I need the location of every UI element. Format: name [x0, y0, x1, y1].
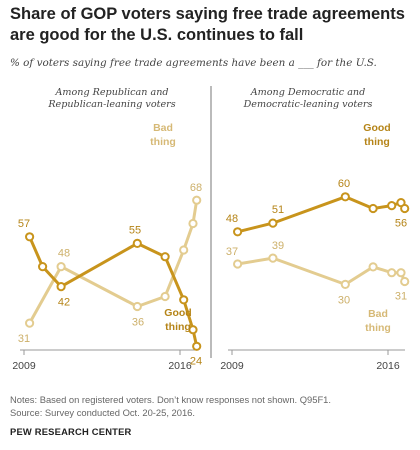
data-point-bad — [233, 259, 243, 269]
chart-notes: Notes: Based on registered voters. Don’t… — [10, 393, 415, 419]
data-label-good: 60 — [338, 178, 350, 190]
x-tick-label: 2009 — [220, 360, 244, 372]
data-label-good: 57 — [18, 218, 30, 230]
data-point-bad — [368, 262, 378, 272]
source-organization: PEW RESEARCH CENTER — [10, 426, 132, 437]
data-label-bad: 68 — [190, 182, 202, 194]
x-tick-label: 2016 — [376, 360, 400, 372]
data-label-good: 56 — [395, 217, 407, 229]
data-point-bad — [132, 301, 142, 312]
data-point-bad — [340, 279, 350, 289]
data-label-bad: 39 — [272, 240, 284, 252]
series-line-bad — [28, 198, 199, 325]
data-label-bad: 37 — [226, 246, 238, 258]
data-point-good — [368, 203, 378, 214]
data-point-good — [160, 252, 170, 262]
notes-line: Notes: Based on registered voters. Don’t… — [10, 394, 332, 405]
data-point-bad — [396, 268, 406, 278]
series-label-good: Good — [164, 307, 191, 319]
x-tick-label: 2009 — [12, 360, 36, 372]
data-label-good: 48 — [226, 213, 238, 225]
data-point-bad — [25, 318, 35, 328]
data-label-bad: 36 — [132, 316, 144, 328]
data-point-good — [132, 238, 142, 248]
chart-subtitle: % of voters saying free trade agreements… — [10, 57, 377, 69]
series-label-bad: Bad — [368, 308, 388, 320]
data-point-bad — [179, 245, 189, 255]
data-point-bad — [188, 218, 198, 229]
panel-title-line: Among Democratic and — [250, 87, 365, 98]
series-label-good: thing — [165, 321, 191, 333]
data-label-good: 51 — [272, 204, 284, 216]
data-label-bad: 48 — [58, 248, 70, 260]
panel-title-line: Among Republican and — [54, 87, 168, 98]
series-line-bad — [236, 256, 407, 286]
data-point-bad — [400, 276, 410, 287]
x-tick-label: 2016 — [168, 360, 192, 372]
data-point-good — [268, 218, 278, 228]
data-point-good — [340, 192, 350, 202]
data-point-good — [25, 232, 35, 242]
series-line-good — [236, 195, 407, 234]
data-label-good: 42 — [58, 297, 70, 309]
data-point-good — [192, 341, 202, 351]
series-label-bad: thing — [365, 322, 391, 334]
data-label-good: 55 — [129, 224, 141, 236]
source-line: Source: Survey conducted Oct. 20-25, 201… — [10, 407, 196, 418]
data-label-bad: 31 — [18, 333, 30, 345]
panel-title-line: Democratic-leaning voters — [243, 99, 373, 110]
data-point-good — [179, 295, 189, 305]
data-point-bad — [192, 195, 202, 205]
data-point-bad — [56, 262, 66, 272]
data-label-bad: 30 — [338, 294, 350, 306]
data-point-good — [38, 262, 48, 272]
series-label-bad: Bad — [153, 122, 173, 134]
data-point-good — [400, 203, 410, 214]
series-label-good: thing — [364, 136, 390, 148]
data-point-good — [233, 227, 243, 237]
data-point-bad — [268, 253, 278, 263]
data-label-bad: 31 — [395, 290, 407, 302]
panel-title-line: Republican-leaning voters — [47, 99, 175, 110]
data-label-good: 24 — [190, 355, 202, 367]
data-point-bad — [387, 268, 397, 278]
data-point-bad — [160, 291, 170, 302]
series-label-good: Good — [363, 122, 390, 134]
series-label-bad: thing — [150, 136, 176, 148]
data-point-good — [188, 325, 198, 335]
data-point-good — [56, 282, 66, 292]
chart-title: Share of GOP voters saying free trade ag… — [10, 5, 405, 44]
data-point-good — [387, 201, 397, 211]
